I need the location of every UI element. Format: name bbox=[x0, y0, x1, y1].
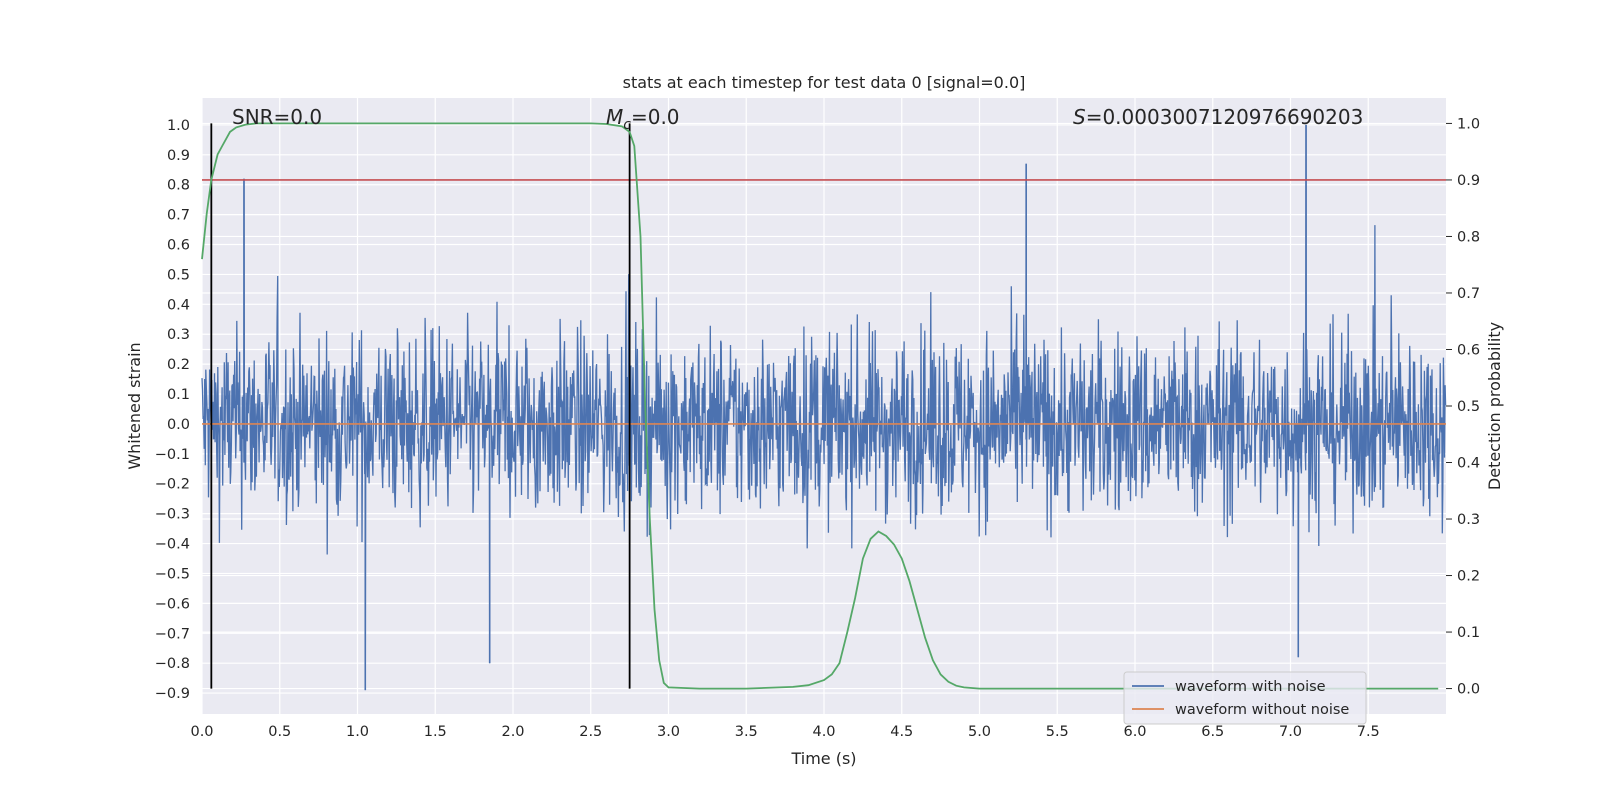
x-tick-label: 4.0 bbox=[812, 724, 835, 740]
waveform-with-noise-series bbox=[201, 124, 1447, 691]
x-tick-label: 0.5 bbox=[268, 724, 291, 740]
y2-tick-label: 0.3 bbox=[1457, 512, 1480, 528]
y2-tick-label: 0.4 bbox=[1457, 456, 1480, 472]
y2-tick-label: 0.1 bbox=[1457, 625, 1480, 641]
y2-tick-label: 0.5 bbox=[1457, 399, 1480, 415]
noise-waveform-path bbox=[201, 124, 1447, 691]
x-tick-label: 7.5 bbox=[1357, 724, 1380, 740]
vertical-markers bbox=[210, 123, 631, 689]
y2-tick-label: 0.0 bbox=[1457, 682, 1480, 698]
x-tick-label: 5.0 bbox=[968, 724, 991, 740]
x-tick-label: 3.0 bbox=[657, 724, 680, 740]
x-tick-label: 6.5 bbox=[1201, 724, 1224, 740]
y-tick-label: 0.2 bbox=[167, 357, 190, 373]
s-value: =0.0003007120976690203 bbox=[1086, 105, 1364, 129]
s-symbol: S bbox=[1073, 105, 1086, 129]
x-tick-label: 0.0 bbox=[190, 724, 213, 740]
y-tick-label: −0.4 bbox=[155, 537, 190, 553]
y-tick-label: −0.6 bbox=[155, 596, 190, 612]
y2-tick-label: 0.2 bbox=[1457, 569, 1480, 585]
x-tick-label: 4.5 bbox=[890, 724, 913, 740]
y-tick-label: 0.4 bbox=[167, 297, 190, 313]
y2-tick-label: 0.7 bbox=[1457, 286, 1480, 302]
y-tick-label: 0.0 bbox=[167, 417, 190, 433]
y-tick-label: 0.1 bbox=[167, 387, 190, 403]
x-tick-label: 1.0 bbox=[346, 724, 369, 740]
y-tick-labels-right: 1.0 0.9 0.8 0.7 0.6 0.5 0.4 0.3 0.2 0.1 0.0 bbox=[1446, 116, 1480, 698]
y2-axis-label: Detection probability bbox=[1485, 322, 1504, 490]
y-tick-label: 0.8 bbox=[167, 178, 190, 194]
x-tick-label: 2.5 bbox=[579, 724, 602, 740]
x-axis-label: Time (s) bbox=[790, 749, 856, 768]
chirp-mass-annotation: Mc=0.0 bbox=[606, 105, 680, 133]
y-tick-label: 0.6 bbox=[167, 238, 190, 254]
y-tick-label: 1.0 bbox=[167, 118, 190, 134]
y2-tick-label: 1.0 bbox=[1457, 116, 1480, 132]
y-tick-label: 0.5 bbox=[167, 267, 190, 283]
x-tick-label: 7.0 bbox=[1279, 724, 1302, 740]
y-tick-label: 0.3 bbox=[167, 327, 190, 343]
y-tick-label: −0.1 bbox=[155, 447, 190, 463]
snr-annotation: SNR=0.0 bbox=[232, 105, 322, 129]
y2-tick-label: 0.6 bbox=[1457, 342, 1480, 358]
chirp-mass-value: =0.0 bbox=[631, 105, 680, 129]
legend-label-clean: waveform without noise bbox=[1175, 702, 1349, 718]
chirp-mass-subscript: c bbox=[623, 117, 631, 133]
y-tick-label: −0.9 bbox=[155, 686, 190, 702]
legend-box bbox=[1123, 671, 1367, 725]
detection-probability-line bbox=[201, 122, 1439, 690]
y-tick-label: −0.5 bbox=[155, 566, 190, 582]
x-tick-label: 5.5 bbox=[1046, 724, 1069, 740]
y-tick-label: −0.7 bbox=[155, 626, 190, 642]
chart-title: stats at each timestep for test data 0 [… bbox=[623, 73, 1026, 92]
legend-label-noise: waveform with noise bbox=[1175, 679, 1326, 695]
y-tick-label: 0.9 bbox=[167, 148, 190, 164]
x-tick-label: 6.0 bbox=[1123, 724, 1146, 740]
y-tick-label: 0.7 bbox=[167, 208, 190, 224]
x-tick-label: 1.5 bbox=[424, 724, 447, 740]
y2-tick-label: 0.9 bbox=[1457, 173, 1480, 189]
y-tick-labels-left: 1.0 0.9 0.8 0.7 0.6 0.5 0.4 0.3 0.2 0.1 0.0 −0.1 −0.… bbox=[155, 118, 190, 702]
x-tick-labels: 0.0 0.5 1.0 1.5 2.0 2.5 3.0 3.5 4.0 4.5 5.0 5.5 6.0 6… bbox=[190, 724, 1379, 740]
x-tick-label: 2.0 bbox=[501, 724, 524, 740]
s-annotation: S=0.0003007120976690203 bbox=[1073, 105, 1363, 129]
y-tick-label: −0.2 bbox=[155, 477, 190, 493]
x-tick-label: 3.5 bbox=[735, 724, 758, 740]
legend: waveform with noise waveform without noi… bbox=[1123, 671, 1367, 725]
y2-tick-label: 0.8 bbox=[1457, 229, 1480, 245]
y-axis-label: Whitened strain bbox=[125, 342, 144, 469]
chirp-mass-symbol: M bbox=[606, 105, 623, 129]
y-tick-label: −0.8 bbox=[155, 656, 190, 672]
y-tick-label: −0.3 bbox=[155, 507, 190, 523]
